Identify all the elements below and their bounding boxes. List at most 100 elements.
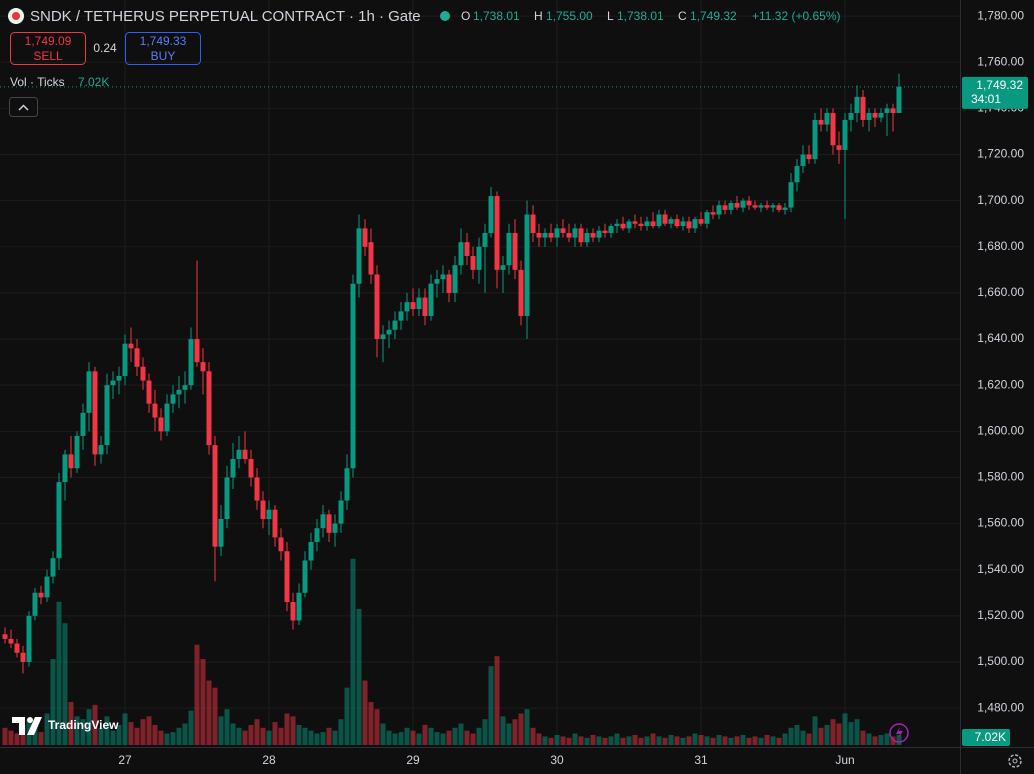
candle-body xyxy=(218,518,224,547)
candle-body xyxy=(194,339,200,363)
candle-body xyxy=(578,228,584,243)
candle-body xyxy=(56,482,62,559)
candle-body xyxy=(434,279,440,284)
y-tick-label: 1,700.00 xyxy=(977,193,1024,207)
buy-label: BUY xyxy=(151,49,176,63)
volume-bar xyxy=(848,722,854,745)
volume-bar xyxy=(734,736,740,745)
candle-body xyxy=(542,232,548,238)
candle-body xyxy=(854,96,860,114)
volume-bar xyxy=(332,730,338,745)
candle-body xyxy=(158,417,164,432)
candle-body xyxy=(548,232,554,238)
volume-bar xyxy=(650,733,656,745)
buy-price: 1,749.33 xyxy=(140,34,187,48)
settings-icon[interactable] xyxy=(1008,754,1022,768)
candle-body xyxy=(254,477,260,501)
y-tick-label: 1,680.00 xyxy=(977,239,1024,253)
y-tick-label: 1,760.00 xyxy=(977,54,1024,68)
candle-body xyxy=(650,221,656,227)
candle-body xyxy=(398,311,404,321)
candle-body xyxy=(752,205,758,208)
volume-bar xyxy=(536,733,542,745)
candle-body xyxy=(722,205,728,210)
volume-bar xyxy=(860,730,866,745)
volume-bar xyxy=(770,736,776,745)
volume-bar xyxy=(296,724,302,745)
candle-body xyxy=(320,514,326,529)
collapse-button[interactable] xyxy=(9,97,38,117)
volume-bar xyxy=(290,716,296,745)
buy-button[interactable] xyxy=(125,32,201,65)
volume-bar xyxy=(380,723,386,745)
volume-bar xyxy=(86,709,92,745)
candle-body xyxy=(512,232,518,270)
change: +11.32 (+0.65%) xyxy=(752,9,841,23)
candle-body xyxy=(392,320,398,330)
ohlc-value: 1,749.32 xyxy=(690,9,737,23)
ohlc-value: 1,738.01 xyxy=(473,9,520,23)
candle-body xyxy=(290,601,296,621)
candle-body xyxy=(128,343,134,349)
volume-bar xyxy=(470,733,476,745)
brand: TradingView xyxy=(48,718,119,732)
alert-icon[interactable] xyxy=(889,723,909,743)
volume-bar xyxy=(134,727,140,745)
candle-body xyxy=(518,269,524,316)
volume-bar xyxy=(158,730,164,745)
volume-bar xyxy=(524,709,530,745)
candle-body xyxy=(506,232,512,266)
candles xyxy=(0,73,960,674)
volume-bar xyxy=(146,716,152,745)
candle-body xyxy=(728,202,734,210)
volume-bar xyxy=(638,737,644,745)
volume-bar xyxy=(386,730,392,745)
candle-body xyxy=(830,113,836,146)
candle-body xyxy=(644,221,650,227)
candle-body xyxy=(680,221,686,227)
y-tick-label: 1,480.00 xyxy=(977,700,1024,714)
volume-bar xyxy=(212,687,218,745)
volume-bar xyxy=(224,709,230,745)
volume-bar xyxy=(620,737,626,745)
volume-bar xyxy=(404,727,410,745)
candle-body xyxy=(164,403,170,432)
brand-logo xyxy=(12,717,42,735)
candle-body xyxy=(758,205,764,208)
volume-bar xyxy=(392,733,398,745)
volume-bar xyxy=(842,713,848,745)
volume-bar xyxy=(518,713,524,745)
candle-body xyxy=(746,200,752,206)
volume-bar xyxy=(440,733,446,745)
volume-bar xyxy=(806,733,812,745)
candle-body xyxy=(884,108,890,114)
volume-bar xyxy=(182,723,188,745)
sell-button[interactable] xyxy=(10,32,86,65)
volume-bar xyxy=(512,719,518,745)
volume-bar xyxy=(206,680,212,745)
volume-bar xyxy=(254,719,260,745)
volume-bar xyxy=(356,608,362,745)
volume-bar xyxy=(740,734,746,745)
candle-body xyxy=(698,219,704,224)
candle-body xyxy=(662,214,668,224)
candle-body xyxy=(860,96,866,120)
candle-body xyxy=(212,445,218,547)
volume-bar xyxy=(776,737,782,745)
x-tick-label: Jun xyxy=(835,753,854,767)
candle-body xyxy=(326,514,332,533)
volume-bar xyxy=(104,716,110,745)
volume-bar xyxy=(242,730,248,745)
volume-bar xyxy=(218,716,224,745)
volume-bar xyxy=(800,730,806,745)
x-tick-label: 29 xyxy=(406,753,420,767)
volume-bar xyxy=(548,737,554,745)
y-tick-label: 1,780.00 xyxy=(977,8,1024,22)
candle-body xyxy=(266,509,272,519)
candle-body xyxy=(152,403,158,418)
candle-body xyxy=(836,145,842,150)
candle-body xyxy=(566,232,572,238)
volume-bar xyxy=(872,736,878,745)
candle-body xyxy=(410,302,416,310)
